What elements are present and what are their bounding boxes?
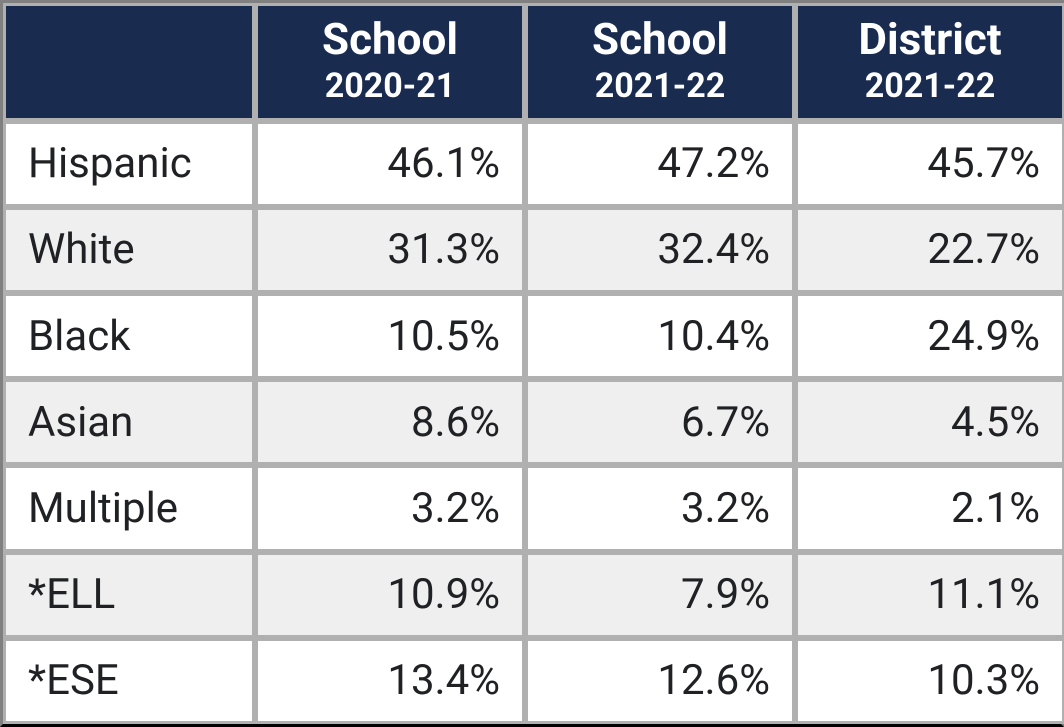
table-row: *ELL 10.9% 7.9% 11.1% <box>3 552 1064 638</box>
row-value: 7.9% <box>525 552 795 638</box>
header-corner-cell <box>3 3 255 121</box>
table-row: *ESE 13.4% 12.6% 10.3% <box>3 638 1064 724</box>
row-value: 46.1% <box>255 121 525 207</box>
row-value: 31.3% <box>255 207 525 293</box>
table-row: Asian 8.6% 6.7% 4.5% <box>3 379 1064 465</box>
row-label: White <box>3 207 255 293</box>
row-value: 3.2% <box>525 465 795 551</box>
demographics-table: School 2020-21 School 2021-22 District 2… <box>3 3 1064 724</box>
row-value: 13.4% <box>255 638 525 724</box>
header-title: School <box>264 14 516 65</box>
table-row: Multiple 3.2% 3.2% 2.1% <box>3 465 1064 551</box>
row-value: 10.4% <box>525 293 795 379</box>
header-school-2020-21: School 2020-21 <box>255 3 525 121</box>
header-subtitle: 2021-22 <box>804 67 1056 106</box>
row-value: 47.2% <box>525 121 795 207</box>
row-value: 10.3% <box>795 638 1064 724</box>
row-value: 22.7% <box>795 207 1064 293</box>
table-header-row: School 2020-21 School 2021-22 District 2… <box>3 3 1064 121</box>
row-label: Hispanic <box>3 121 255 207</box>
row-value: 4.5% <box>795 379 1064 465</box>
row-value: 10.5% <box>255 293 525 379</box>
header-school-2021-22: School 2021-22 <box>525 3 795 121</box>
header-title: District <box>804 14 1056 65</box>
row-value: 12.6% <box>525 638 795 724</box>
table-row: Hispanic 46.1% 47.2% 45.7% <box>3 121 1064 207</box>
row-value: 32.4% <box>525 207 795 293</box>
row-value: 24.9% <box>795 293 1064 379</box>
row-label: Black <box>3 293 255 379</box>
header-subtitle: 2021-22 <box>534 67 786 106</box>
row-label: *ELL <box>3 552 255 638</box>
row-value: 10.9% <box>255 552 525 638</box>
row-value: 11.1% <box>795 552 1064 638</box>
row-label: Asian <box>3 379 255 465</box>
row-label: *ESE <box>3 638 255 724</box>
table-row: Black 10.5% 10.4% 24.9% <box>3 293 1064 379</box>
header-district-2021-22: District 2021-22 <box>795 3 1064 121</box>
row-value: 8.6% <box>255 379 525 465</box>
demographics-table-container: School 2020-21 School 2021-22 District 2… <box>0 0 1064 727</box>
row-value: 6.7% <box>525 379 795 465</box>
header-subtitle: 2020-21 <box>264 67 516 106</box>
table-row: White 31.3% 32.4% 22.7% <box>3 207 1064 293</box>
row-value: 3.2% <box>255 465 525 551</box>
row-value: 45.7% <box>795 121 1064 207</box>
row-label: Multiple <box>3 465 255 551</box>
row-value: 2.1% <box>795 465 1064 551</box>
header-title: School <box>534 14 786 65</box>
